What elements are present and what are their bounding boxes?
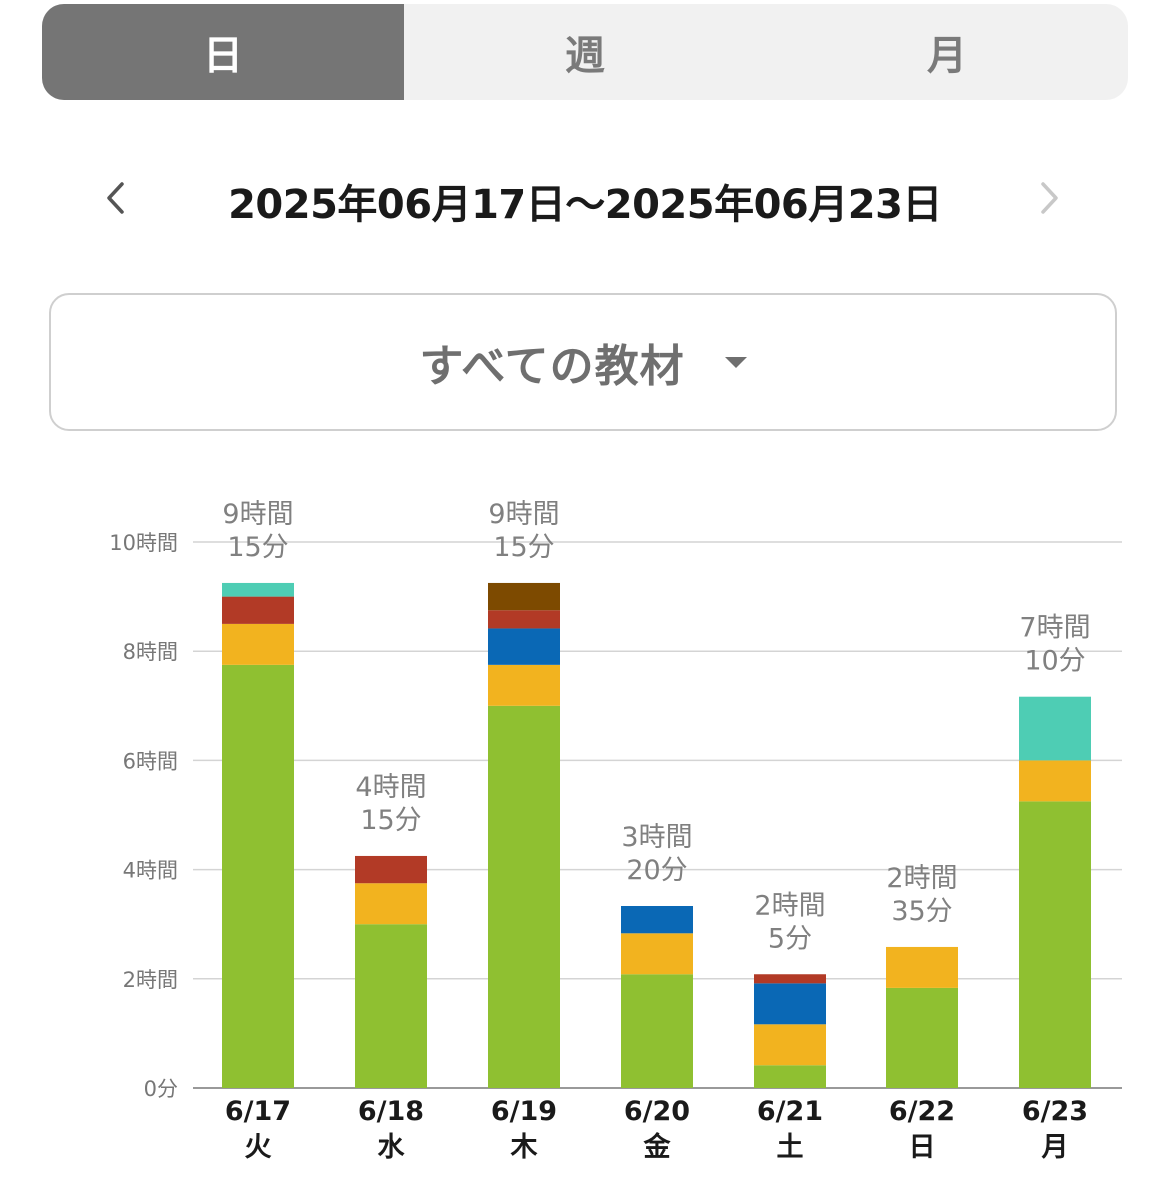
x-tick-date: 6/21 (757, 1096, 823, 1127)
date-navigation: 2025年06月17日〜2025年06月23日 (0, 160, 1170, 236)
bar-segment (222, 596, 294, 624)
bar-total-label: 35分 (891, 896, 952, 927)
x-tick-date: 6/20 (624, 1096, 690, 1127)
bar-segment (754, 1024, 826, 1066)
bar-segment (355, 924, 427, 1088)
bar-segment (886, 946, 958, 988)
y-tick-label: 8時間 (123, 640, 178, 664)
period-tabs: 日 週 月 (42, 4, 1128, 100)
bar-segment (222, 664, 294, 1088)
chevron-right-icon (1041, 182, 1058, 214)
tab-week[interactable]: 週 (565, 33, 605, 79)
bar-total-label: 15分 (227, 532, 288, 563)
next-period-button[interactable] (1021, 170, 1077, 226)
y-tick-label: 0分 (144, 1077, 178, 1101)
date-range-label: 2025年06月17日〜2025年06月23日 (228, 182, 942, 228)
bar-segment (754, 983, 826, 1025)
material-dropdown-label: すべての教材 (419, 341, 685, 392)
bar-total-label: 7時間 (1019, 613, 1090, 644)
x-tick-date: 6/18 (358, 1096, 424, 1127)
bar-total-label: 15分 (493, 532, 554, 563)
x-tick-weekday: 日 (909, 1132, 936, 1163)
bar-segment (222, 582, 294, 597)
y-tick-label: 4時間 (123, 859, 178, 883)
caret-down-icon (724, 356, 747, 368)
bar-segment (488, 664, 560, 706)
x-tick-weekday: 月 (1041, 1132, 1069, 1163)
bar-total-label: 15分 (360, 805, 421, 836)
x-tick-date: 6/19 (491, 1096, 557, 1127)
bar-segment (488, 582, 560, 611)
previous-period-button[interactable] (88, 170, 144, 226)
bar-segment (621, 933, 693, 975)
chevron-left-icon (107, 182, 124, 214)
bar-total-label: 5分 (768, 923, 812, 954)
bar-segment (886, 987, 958, 1088)
y-tick-label: 6時間 (123, 749, 178, 773)
bar-segment (488, 705, 560, 1088)
y-tick-label: 2時間 (123, 968, 178, 992)
bar-segment (488, 610, 560, 629)
bar-segment (355, 883, 427, 925)
bar-segment (621, 906, 693, 934)
bar-total-label: 2時間 (754, 890, 825, 921)
bar-segment (488, 628, 560, 665)
bar-segment (1019, 760, 1091, 802)
x-tick-weekday: 木 (510, 1132, 538, 1163)
bar-total-label: 20分 (626, 855, 687, 886)
bar-total-label: 3時間 (621, 822, 692, 853)
x-tick-weekday: 水 (378, 1132, 406, 1163)
stacked-bar-chart: 0分2時間4時間6時間8時間10時間9時間15分6/17火4時間15分6/18水… (109, 499, 1122, 1163)
tab-month[interactable]: 月 (927, 33, 967, 79)
bar-total-label: 9時間 (222, 499, 293, 530)
bar-total-label: 9時間 (488, 499, 559, 530)
bar-total-label: 10分 (1024, 646, 1085, 677)
bar-segment (355, 855, 427, 884)
bar-total-label: 4時間 (355, 772, 426, 803)
study-time-chart: 0分 2時間 4時間 6時間 8時間 10時間 9時間 15分 6/17 火 4時間 15分 6/18 水… (0, 460, 1170, 1180)
bar-segment (1019, 801, 1091, 1088)
x-tick-weekday: 火 (245, 1132, 272, 1163)
bar-segment (754, 974, 826, 984)
material-dropdown[interactable]: すべての教材 (49, 293, 1117, 431)
bar-segment (621, 974, 693, 1088)
bar-total-label: 2時間 (886, 863, 957, 894)
bar-segment (1019, 696, 1091, 761)
bar-segment (754, 1065, 826, 1088)
x-tick-date: 6/22 (889, 1096, 955, 1127)
x-tick-date: 6/23 (1022, 1096, 1088, 1127)
x-tick-weekday: 金 (643, 1131, 672, 1163)
x-tick-date: 6/17 (225, 1096, 291, 1127)
x-tick-weekday: 土 (777, 1132, 804, 1163)
bar-segment (222, 623, 294, 665)
tab-day[interactable]: 日 (42, 4, 404, 100)
y-tick-label: 10時間 (109, 531, 178, 555)
